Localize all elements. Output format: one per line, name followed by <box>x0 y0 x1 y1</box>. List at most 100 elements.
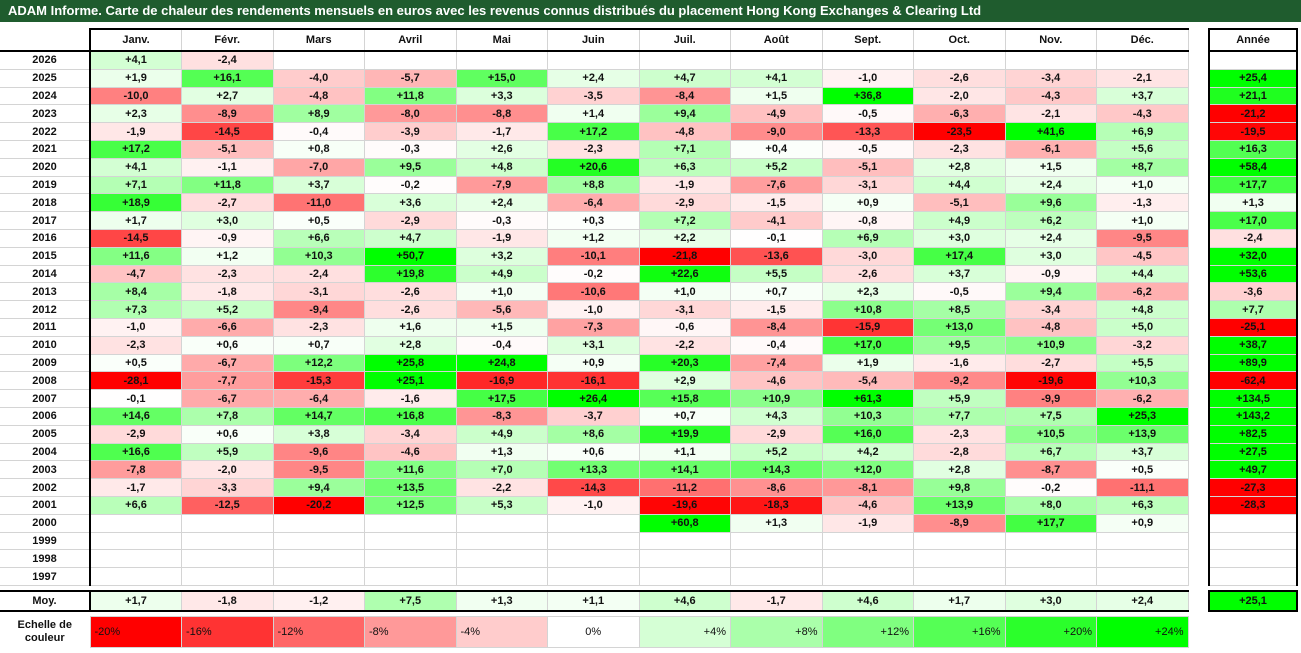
month-return-cell: -1,6 <box>364 389 457 408</box>
month-return-cell: -8,7 <box>1004 460 1097 480</box>
month-return-cell: -5,6 <box>455 300 548 319</box>
month-return-cell: +2,2 <box>638 228 731 248</box>
month-return-cell: +8,6 <box>547 424 640 444</box>
annual-average-cell: +25,1 <box>1208 589 1298 612</box>
month-return-cell <box>364 531 457 551</box>
annual-row: +21,1 <box>1208 86 1298 106</box>
month-return-cell: -12,5 <box>181 495 274 515</box>
month-return-cell: +3,6 <box>364 193 457 213</box>
month-return-cell: -2,0 <box>913 86 1006 106</box>
month-return-cell: -1,9 <box>89 122 182 141</box>
month-return-cell: -5,4 <box>821 371 914 391</box>
month-return-cell: +0,7 <box>730 282 823 302</box>
month-return-cell: -1,7 <box>455 122 548 141</box>
color-scale-swatch: -16% <box>181 616 274 648</box>
month-return-cell: -2,7 <box>181 193 274 213</box>
month-return-cell: +1,7 <box>89 211 182 230</box>
month-return-cell: -2,6 <box>821 264 914 284</box>
year-row: 2020 +4,1 -1,1 -7,0 +9,5 +4,8 +20,6 +6,3 +5,2 -5,… <box>0 157 1189 177</box>
month-return-cell: +10,5 <box>1004 424 1097 444</box>
annual-row: +1,3 <box>1208 193 1298 213</box>
month-return-cell: -3,4 <box>364 424 457 444</box>
month-return-cell <box>455 549 548 569</box>
month-return-cell: +10,8 <box>821 300 914 319</box>
year-row: 1997 <box>0 567 1189 586</box>
month-return-cell <box>455 513 548 533</box>
month-return-cell: +4,1 <box>89 157 182 177</box>
month-return-cell: -9,4 <box>272 300 365 319</box>
month-return-cell <box>547 549 640 569</box>
month-return-cell: -4,3 <box>1004 86 1097 106</box>
month-return-cell: +2,3 <box>89 104 182 124</box>
average-cell: +7,5 <box>364 589 457 612</box>
month-return-cell: -3,2 <box>1096 335 1189 355</box>
month-return-cell: -8,6 <box>730 478 823 497</box>
year-row: 2002 -1,7 -3,3 +9,4 +13,5 -2,2 -14,3 -11,2 -8,6-… <box>0 478 1189 497</box>
annual-row <box>1208 50 1298 70</box>
month-return-cell: -3,9 <box>364 122 457 141</box>
month-return-cell: -2,4 <box>181 50 274 70</box>
month-return-cell: -14,3 <box>547 478 640 497</box>
annual-return-cell: -25,1 <box>1208 317 1298 337</box>
month-return-cell: +1,4 <box>547 104 640 124</box>
year-label: 2009 <box>0 353 91 373</box>
color-scale-swatch: +12% <box>821 616 914 648</box>
month-return-cell: +3,7 <box>1096 442 1189 462</box>
annual-return-cell: +17,7 <box>1208 175 1298 195</box>
average-cell: -1,2 <box>272 589 365 612</box>
month-return-cell: -2,9 <box>730 424 823 444</box>
month-return-cell: -1,9 <box>455 228 548 248</box>
month-return-cell: +2,4 <box>1004 228 1097 248</box>
annual-row: +58,4 <box>1208 157 1298 177</box>
month-return-cell: +6,9 <box>1096 122 1189 141</box>
year-label: 2025 <box>0 68 91 88</box>
month-return-cell: -0,5 <box>821 139 914 159</box>
month-return-cell <box>730 567 823 586</box>
year-row: 2014 -4,7 -2,3 -2,4 +19,8 +4,9 -0,2 +22,6 +5,5 -2… <box>0 264 1189 284</box>
month-return-cell <box>730 549 823 569</box>
month-return-cell: +7,1 <box>89 175 182 195</box>
month-return-cell: +14,3 <box>730 460 823 480</box>
month-return-cell: +14,6 <box>89 406 182 426</box>
year-row: 2003 -7,8 -2,0 -9,5 +11,6 +7,0 +13,3 +14,1 +14,3… <box>0 460 1189 480</box>
month-return-cell: +11,6 <box>89 246 182 266</box>
year-label: 2020 <box>0 157 91 177</box>
month-return-cell: +1,1 <box>638 442 731 462</box>
average-cell: +3,0 <box>1004 589 1097 612</box>
color-scale-label: Echelle de couleur <box>17 619 72 644</box>
year-row: 2021 +17,2 -5,1 +0,8 -0,3 +2,6 -2,3 +7,1 +0,4 -0,… <box>0 139 1189 159</box>
annual-row: +16,3 <box>1208 139 1298 159</box>
month-return-cell: +7,1 <box>638 139 731 159</box>
year-label: 2018 <box>0 193 91 213</box>
month-return-cell: -8,8 <box>455 104 548 124</box>
year-label: 2016 <box>0 228 91 248</box>
month-return-cell: +7,2 <box>638 211 731 230</box>
annual-return-cell: +7,7 <box>1208 300 1298 319</box>
month-return-cell: +2,7 <box>181 86 274 106</box>
month-return-cell <box>1004 531 1097 551</box>
month-return-cell: -6,7 <box>181 389 274 408</box>
month-return-cell: +4,8 <box>455 157 548 177</box>
month-return-cell: -10,0 <box>89 86 182 106</box>
month-return-cell <box>913 549 1006 569</box>
average-cell: +1,1 <box>547 589 640 612</box>
year-row: 2013 +8,4 -1,8 -3,1 -2,6 +1,0 -10,6 +1,0 +0,7 +2,… <box>0 282 1189 302</box>
year-label: 1998 <box>0 549 91 569</box>
annual-return-cell: -2,4 <box>1208 228 1298 248</box>
year-label: 2019 <box>0 175 91 195</box>
month-return-cell: +1,0 <box>1096 211 1189 230</box>
year-label: 2026 <box>0 50 91 70</box>
color-scale-swatch: +8% <box>730 616 823 648</box>
annual-row: -28,3 <box>1208 495 1298 515</box>
month-header: Nov. <box>1004 28 1097 52</box>
annual-row <box>1208 549 1298 569</box>
month-return-cell: -5,1 <box>181 139 274 159</box>
month-return-cell: +2,8 <box>913 460 1006 480</box>
annual-row: -25,1 <box>1208 317 1298 337</box>
month-return-cell: +4,9 <box>913 211 1006 230</box>
month-return-cell: +4,9 <box>455 424 548 444</box>
month-return-cell: -2,3 <box>181 264 274 284</box>
month-return-cell: -0,3 <box>364 139 457 159</box>
month-return-cell: -3,5 <box>547 86 640 106</box>
month-return-cell: +7,7 <box>913 406 1006 426</box>
